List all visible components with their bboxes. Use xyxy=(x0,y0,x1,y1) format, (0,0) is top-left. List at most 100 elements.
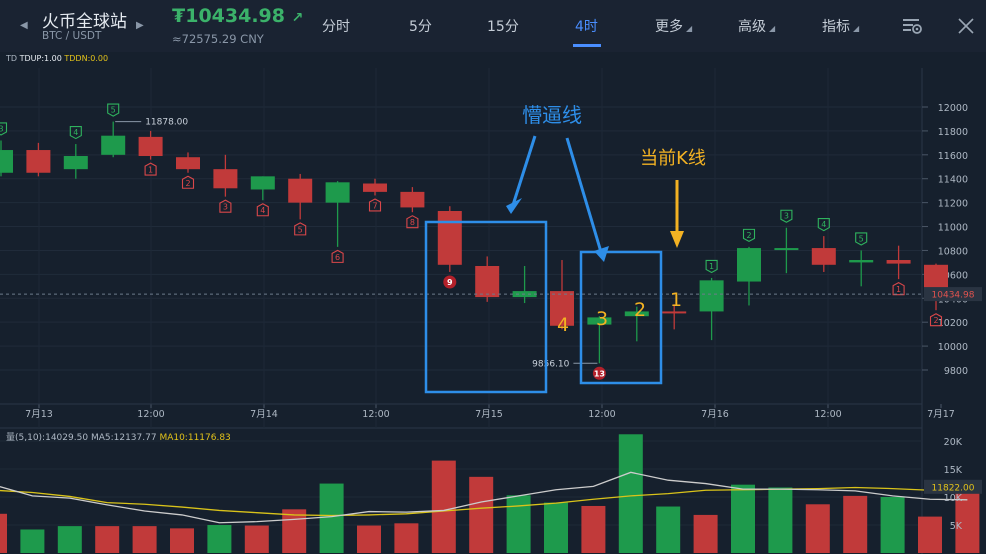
volume-bar xyxy=(57,526,82,553)
candle-body xyxy=(437,211,462,265)
arrow-right-icon[interactable]: ▶ xyxy=(136,20,144,31)
x-tick-label: 7月13 xyxy=(25,409,53,420)
volume-ma10-line xyxy=(0,486,968,517)
candle-body xyxy=(624,311,649,317)
td-count-label: 3 xyxy=(0,124,4,133)
tab-label: 4时 xyxy=(575,19,598,35)
x-tick-label: 12:00 xyxy=(137,409,164,420)
td-count-marker xyxy=(929,313,943,327)
candle-body xyxy=(250,176,275,190)
candle-body xyxy=(63,156,88,170)
volume-value: 14029.50 xyxy=(45,433,89,443)
td-count-marker xyxy=(892,282,905,296)
candle-body xyxy=(699,280,724,312)
volume-bar xyxy=(731,484,755,553)
tab-advanced[interactable]: 高级 ◢ xyxy=(738,16,775,36)
settings-icon[interactable] xyxy=(901,16,923,36)
volume-bar xyxy=(244,525,269,553)
td-count-label: 4 xyxy=(73,128,78,137)
grid xyxy=(0,68,923,554)
candle-body xyxy=(363,183,387,192)
candle-body xyxy=(0,150,13,173)
volume-ma5: MA5:12137.77 xyxy=(90,433,157,443)
y-tick-label: 11800 xyxy=(938,127,968,138)
tab-4h[interactable]: 4时 xyxy=(575,16,598,36)
candle-body xyxy=(138,136,163,157)
tab-more[interactable]: 更多 ◢ xyxy=(655,16,692,36)
y-tick-label: 11000 xyxy=(938,223,968,234)
td-count-label: 5 xyxy=(298,225,303,234)
volume-bar xyxy=(394,523,419,553)
arrow-left-icon[interactable]: ◀ xyxy=(20,20,28,31)
td-count-marker xyxy=(368,198,382,212)
td-count-marker xyxy=(219,199,232,213)
td-count-label: 5 xyxy=(111,106,116,115)
td-count-marker xyxy=(780,209,793,223)
candle-body xyxy=(213,169,238,189)
volume-bar xyxy=(20,529,45,553)
tab-label: 高级 xyxy=(738,19,766,35)
td-count-marker xyxy=(443,275,457,289)
td-indicator-legend: TD TDUP:1.00 TDDN:0.00 xyxy=(6,54,108,63)
cny-price: ≈72575.29 CNY xyxy=(172,32,264,46)
tab-15min[interactable]: 15分 xyxy=(487,16,519,36)
candles xyxy=(0,121,948,364)
x-tick-label: 7月17 xyxy=(927,409,955,420)
annotation-arrow-head xyxy=(594,246,609,262)
caret-down-icon: ◢ xyxy=(853,24,860,33)
candle-body xyxy=(737,248,761,282)
td-count-marker xyxy=(0,122,8,136)
exchange-title: 火币全球站 xyxy=(42,12,127,32)
td-count-marker xyxy=(144,162,157,176)
td-count-marker xyxy=(742,228,756,242)
y-tick-label: 11600 xyxy=(938,151,968,162)
y-tick-label: 10000 xyxy=(938,342,968,353)
td-up-value: TDUP:1.00 xyxy=(19,54,62,63)
volume-bars xyxy=(0,434,980,553)
candle-body xyxy=(288,178,313,203)
volume-bar xyxy=(880,497,905,553)
current-price-tag xyxy=(924,287,982,302)
tab-label: 分时 xyxy=(322,19,350,35)
volume-bar xyxy=(282,509,307,553)
tab-label: 指标 xyxy=(822,19,850,35)
x-tick-label: 7月15 xyxy=(475,409,503,420)
x-tick-label: 7月14 xyxy=(250,409,278,420)
volume-bar xyxy=(0,513,7,553)
candle-body xyxy=(811,248,836,265)
annotation-count-label: 2 xyxy=(634,299,646,321)
y-tick-label: 12000 xyxy=(938,103,968,114)
x-axis: 7月13 12:00 7月14 12:00 7月15 12:00 7月16 12:00 7月17 xyxy=(0,403,955,420)
volume-tick-label: 10K xyxy=(944,493,963,504)
td-count-marker xyxy=(817,218,830,232)
trading-pair: BTC / USDT xyxy=(42,30,102,42)
header: ◀ 火币全球站 BTC / USDT ▶ ₮10434.98 ↗ ≈72575.… xyxy=(0,0,986,52)
volume-current-tag xyxy=(924,479,982,494)
tab-indicators[interactable]: 指标 ◢ xyxy=(822,16,859,36)
volume-bar xyxy=(207,525,232,553)
volume-bar xyxy=(656,506,681,553)
td-count-marker xyxy=(181,175,195,189)
volume-bar xyxy=(805,504,830,553)
volume-legend-prefix: 量(5,10): xyxy=(6,433,46,443)
volume-tick-label: 5K xyxy=(950,521,963,532)
candle-body xyxy=(550,291,574,326)
annotation-count-label: 1 xyxy=(670,289,682,311)
close-icon[interactable] xyxy=(958,18,974,34)
td-count-label: 4 xyxy=(260,206,265,215)
tab-timeline[interactable]: 分时 xyxy=(322,16,350,36)
current-price-tag-label: 10434.98 xyxy=(932,291,975,301)
volume-tick-label: 20K xyxy=(944,437,963,448)
tab-5min[interactable]: 5分 xyxy=(409,16,432,36)
td-count-label: 2 xyxy=(746,231,751,240)
active-tab-indicator xyxy=(573,44,601,47)
td-count-label: 2 xyxy=(185,179,190,188)
annotation-arrow-head xyxy=(506,198,522,214)
candle-body xyxy=(849,260,874,263)
volume-bar xyxy=(319,483,344,553)
candle-body xyxy=(475,265,500,298)
volume-bar xyxy=(693,514,718,553)
td-count-marker xyxy=(331,249,344,263)
